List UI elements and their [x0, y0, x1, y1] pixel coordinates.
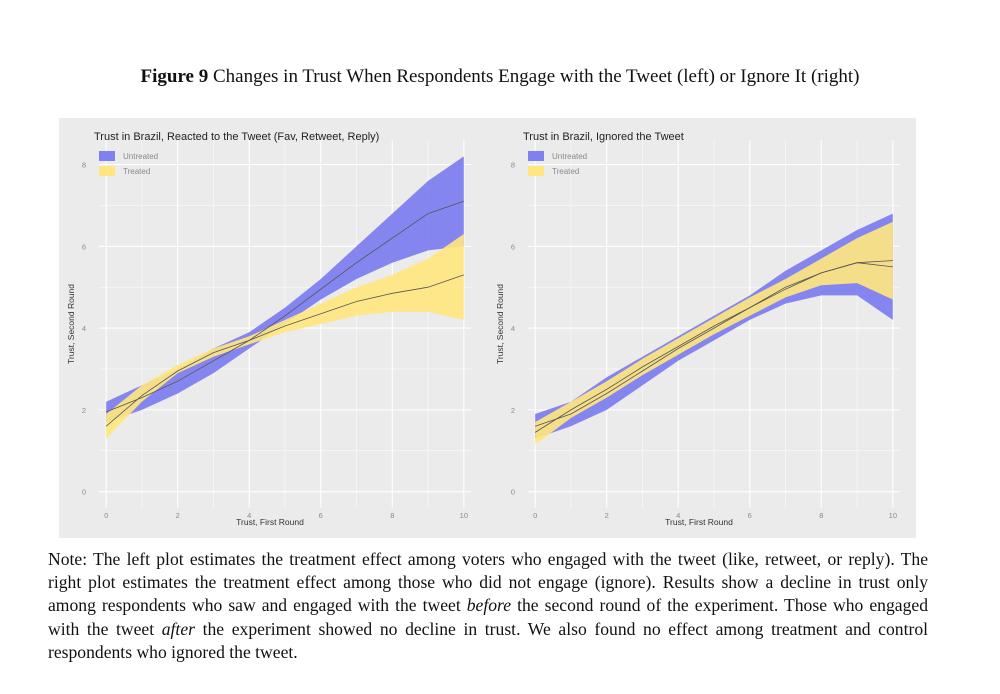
legend-label-untreated: Untreated [552, 152, 587, 161]
note-text-2: the second round of the experiment. Thos… [48, 595, 928, 639]
chart-panel-left: 0 2 4 6 8 10 0 2 4 6 8 Trust, First Round Trust, Sec… [59, 118, 488, 538]
x-tick-label: 0 [533, 511, 537, 520]
legend-label-untreated: Untreated [123, 152, 158, 161]
y-tick-label: 6 [82, 242, 86, 251]
y-tick-label: 8 [82, 161, 86, 170]
note-emphasis-before: before [466, 595, 512, 616]
x-tick-label: 6 [319, 511, 323, 520]
legend-swatch-untreated [99, 151, 115, 161]
y-tick-label: 0 [82, 488, 86, 497]
figure-caption: Figure 9 Changes in Trust When Responden… [0, 66, 1000, 88]
chart-title: Trust in Brazil, Reacted to the Tweet (F… [94, 131, 379, 143]
mean-line-treated [534, 260, 893, 433]
y-tick-label: 2 [511, 406, 515, 415]
chart-panel-right: 0 2 4 6 8 10 0 2 4 6 8 Trust, First Round Trust, Sec… [488, 118, 916, 538]
x-axis-label: Trust, First Round [236, 517, 304, 527]
x-tick-label: 2 [176, 511, 180, 520]
y-tick-label: 6 [511, 242, 515, 251]
x-tick-label: 10 [889, 511, 897, 520]
band-treated [535, 221, 893, 445]
mean-line-treated [105, 274, 464, 427]
x-tick-label: 8 [819, 511, 823, 520]
legend-swatch-treated [99, 166, 115, 176]
chart-left: 0 2 4 6 8 10 0 2 4 6 8 Trust, First Round Trust, Sec… [66, 131, 471, 527]
y-axis-label: Trust, Second Round [495, 284, 505, 364]
chart-title: Trust in Brazil, Ignored the Tweet [523, 131, 684, 143]
figure-note: Note: The left plot estimates the treatm… [48, 548, 928, 664]
x-tick-label: 4 [676, 511, 680, 520]
band-treated [106, 234, 464, 439]
note-emphasis-after: after [161, 618, 195, 639]
y-axis-label: Trust, Second Round [66, 284, 76, 364]
gridlines [99, 140, 471, 508]
x-tick-label: 0 [104, 511, 108, 520]
x-tick-label: 10 [460, 511, 468, 520]
mean-line-untreated [106, 200, 464, 413]
figure-label: Figure 9 [140, 66, 209, 87]
x-tick-label: 6 [748, 511, 752, 520]
note-text-1: Note: The left plot estimates the treatm… [48, 549, 928, 616]
y-tick-label: 4 [511, 324, 515, 333]
legend-swatch-treated [528, 166, 544, 176]
x-tick-label: 4 [247, 511, 251, 520]
note-text-3: the experiment showed no decline in trus… [48, 618, 928, 662]
y-tick-label: 0 [511, 488, 515, 497]
x-tick-label: 2 [605, 511, 609, 520]
chart-right: 0 2 4 6 8 10 0 2 4 6 8 Trust, First Round Trust, Sec… [495, 131, 900, 527]
legend-label-treated: Treated [123, 167, 150, 176]
figure-caption-text: Changes in Trust When Respondents Engage… [213, 66, 860, 87]
y-tick-label: 2 [82, 406, 86, 415]
y-tick-label: 4 [82, 324, 86, 333]
x-tick-label: 8 [390, 511, 394, 520]
y-tick-label: 8 [511, 161, 515, 170]
legend-label-treated: Treated [552, 167, 579, 176]
x-axis-label: Trust, First Round [665, 517, 733, 527]
legend-swatch-untreated [528, 151, 544, 161]
